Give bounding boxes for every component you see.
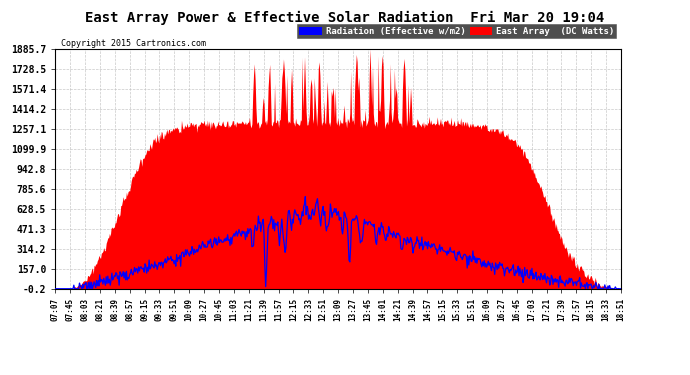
Legend: Radiation (Effective w/m2), East Array  (DC Watts): Radiation (Effective w/m2), East Array (…	[297, 24, 616, 38]
Text: Copyright 2015 Cartronics.com: Copyright 2015 Cartronics.com	[61, 39, 206, 48]
Text: East Array Power & Effective Solar Radiation  Fri Mar 20 19:04: East Array Power & Effective Solar Radia…	[86, 11, 604, 26]
